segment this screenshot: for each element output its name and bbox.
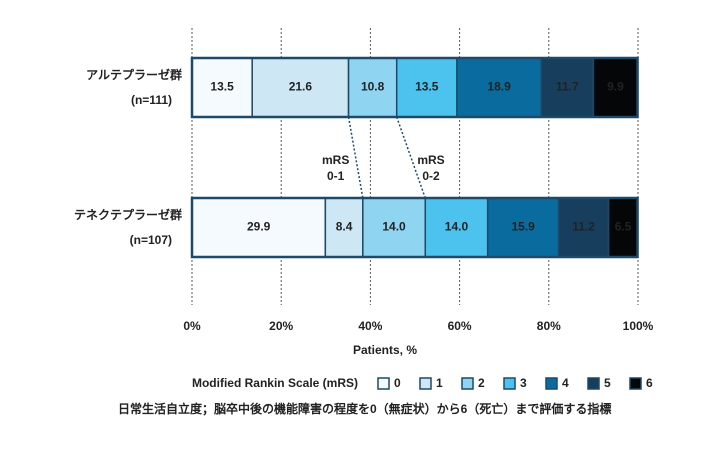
value-label: 15.9 <box>511 220 535 234</box>
category-label: アルテプラーゼ群 <box>86 67 182 82</box>
bar-outline <box>190 56 639 119</box>
bar-segment <box>251 57 350 118</box>
group-size: (n=107) <box>130 233 172 247</box>
bar-segment <box>486 197 560 258</box>
value-label: 6.5 <box>615 220 632 234</box>
x-tick-label: 60% <box>448 319 472 333</box>
legend-swatch <box>587 377 600 390</box>
x-tick-label: 40% <box>358 319 382 333</box>
legend-swatch <box>461 377 474 390</box>
x-tick-label: 100% <box>623 319 654 333</box>
bar-outline <box>190 196 639 259</box>
x-axis-label: Patients, % <box>353 343 417 357</box>
value-label: 13.5 <box>415 80 439 94</box>
value-label: 11.2 <box>572 220 595 234</box>
bar-segment <box>424 197 489 258</box>
annotation: 0-2 <box>422 169 440 183</box>
legend-swatch <box>503 377 516 390</box>
bar-segment <box>324 197 364 258</box>
annotation: 0-1 <box>327 169 345 183</box>
legend-label: 4 <box>562 376 569 390</box>
legend-label: 6 <box>646 376 653 390</box>
value-label: 29.9 <box>247 220 271 234</box>
legend-label: 3 <box>520 376 527 390</box>
value-label: 14.0 <box>382 220 406 234</box>
legend-title: Modified Rankin Scale (mRS) <box>192 376 358 390</box>
x-tick-label: 20% <box>269 319 293 333</box>
value-label: 11.7 <box>556 80 579 94</box>
legend-label: 5 <box>604 376 611 390</box>
legend-swatch <box>545 377 558 390</box>
x-tick-label: 0% <box>183 319 201 333</box>
legend-swatch <box>377 377 390 390</box>
value-label: 10.8 <box>361 80 385 94</box>
value-label: 18.9 <box>487 80 511 94</box>
value-label: 13.5 <box>210 80 234 94</box>
value-label: 9.9 <box>607 80 624 94</box>
connector <box>347 116 364 199</box>
legend-label: 2 <box>478 376 485 390</box>
x-tick-label: 80% <box>537 319 561 333</box>
legend-label: 0 <box>394 376 401 390</box>
legend-swatch <box>629 377 642 390</box>
annotation: mRS <box>322 153 349 167</box>
annotation: mRS <box>417 153 444 167</box>
value-label: 14.0 <box>445 220 469 234</box>
group-size: (n=111) <box>131 93 172 107</box>
legend-label: 1 <box>436 376 443 390</box>
bar-segment <box>540 57 595 118</box>
value-label: 8.4 <box>336 220 353 234</box>
category-label: テネクテプラーゼ群 <box>74 207 182 222</box>
footnote: 日常生活自立度；脳卒中後の機能障害の程度を0（無症状）から6（死亡）まで評価する… <box>118 401 611 416</box>
legend-swatch <box>419 377 432 390</box>
value-label: 21.6 <box>289 80 313 94</box>
